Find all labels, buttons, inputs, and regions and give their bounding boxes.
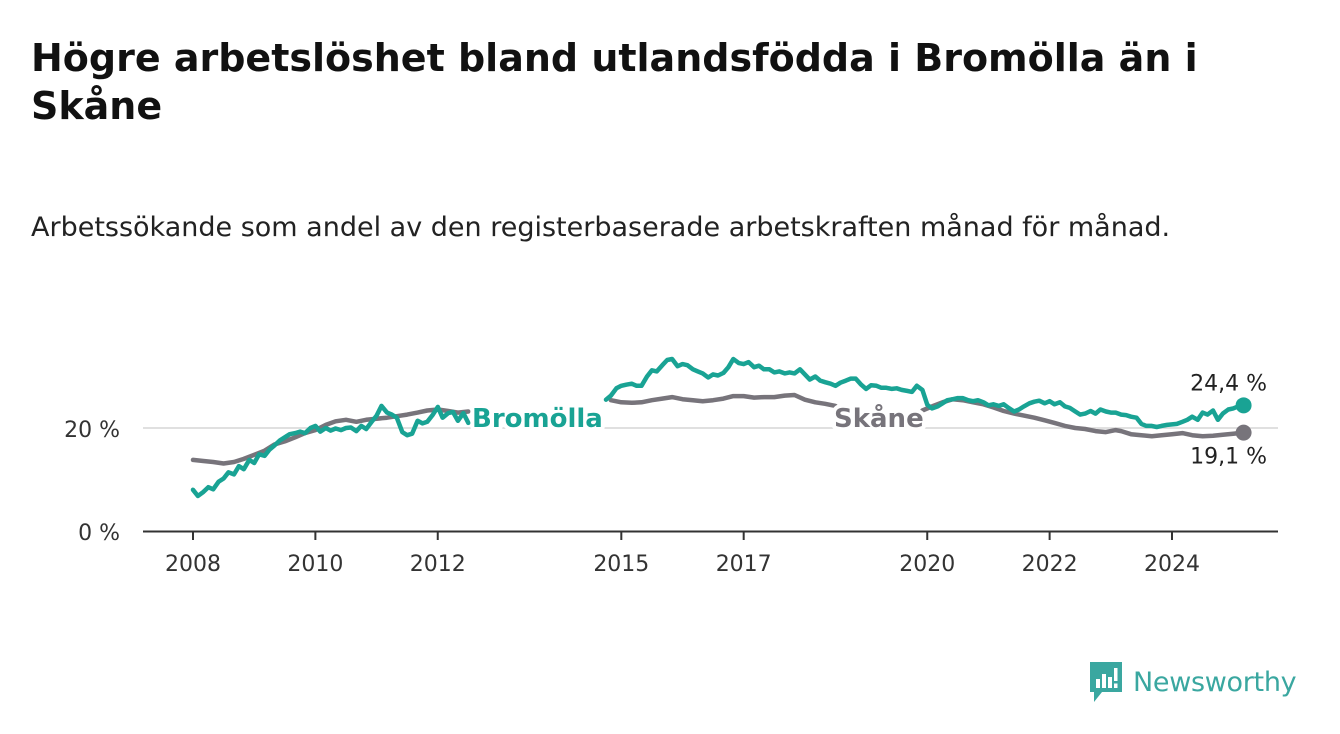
end-point-skane: [1235, 424, 1252, 441]
y-tick-label: 0 %: [78, 521, 120, 546]
series-label-skane: Skåne: [834, 402, 924, 434]
end-value-label-bromolla: 24,4 %: [1190, 371, 1267, 396]
series-label-halo: Skåne: [834, 402, 924, 434]
x-tick-label: 2008: [165, 552, 221, 577]
series-line-skane: [608, 392, 838, 409]
end-value-label-skane: 19,1 %: [1190, 445, 1267, 470]
series-line-bromolla: [603, 356, 1246, 430]
x-tick-label: 2017: [716, 552, 772, 577]
brand-name: Newsworthy: [1133, 666, 1297, 698]
x-tick-label: 2012: [410, 552, 466, 577]
x-tick-label: 2024: [1144, 552, 1200, 577]
newsworthy-logo-icon: [1090, 662, 1122, 702]
chart-subtitle: Arbetssökande som andel av den registerb…: [31, 212, 1171, 243]
series-line-skane: [190, 407, 471, 466]
y-axis-labels: 0 % 20 %: [64, 418, 120, 546]
x-axis: 2008 2010 2012 2015 2017 2020 2022 2024: [143, 530, 1278, 577]
newsworthy-logo: Newsworthy: [1088, 660, 1297, 704]
x-tick-label: 2015: [593, 552, 649, 577]
x-tick-label: 2020: [899, 552, 955, 577]
series-line-bromolla: [190, 403, 471, 499]
x-tick-label: 2010: [287, 552, 343, 577]
chart-title: Högre arbetslöshet bland utlandsfödda i …: [31, 36, 1198, 128]
series-label-bromolla: Bromölla: [472, 404, 603, 434]
end-point-bromolla: [1235, 397, 1252, 414]
series-label-halo: Bromölla: [472, 404, 603, 434]
x-tick-label: 2022: [1022, 552, 1078, 577]
series-line-skane: [920, 396, 1246, 439]
y-tick-label: 20 %: [64, 418, 120, 443]
series-lines: [190, 356, 1246, 499]
